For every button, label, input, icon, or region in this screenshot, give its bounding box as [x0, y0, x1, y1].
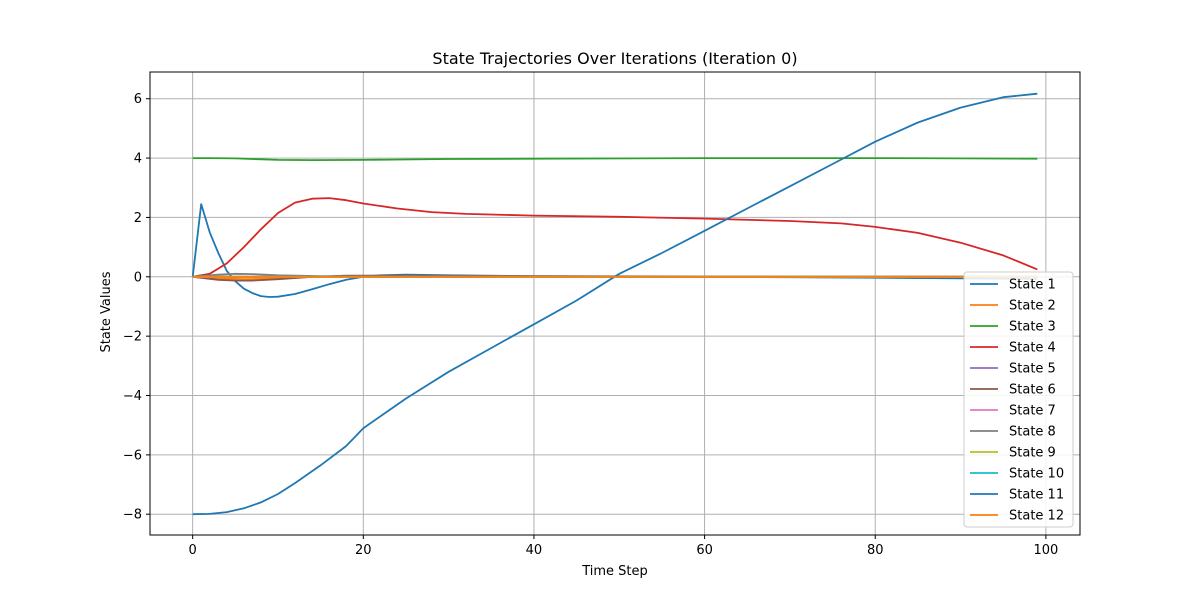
- chart-title: State Trajectories Over Iterations (Iter…: [432, 49, 797, 68]
- y-tick-label: 2: [134, 211, 142, 226]
- legend-label: State 7: [1009, 404, 1056, 419]
- y-tick-label: −4: [123, 389, 142, 404]
- legend-label: State 10: [1009, 467, 1064, 482]
- y-tick-label: 6: [134, 92, 142, 107]
- legend-box: [963, 271, 1074, 528]
- legend-label: State 9: [1009, 446, 1056, 461]
- y-tick-label: −6: [123, 448, 142, 463]
- x-tick-label: 80: [867, 543, 884, 558]
- axes-frame: [149, 71, 1081, 536]
- series-line-state-11: [192, 92, 1038, 516]
- plot-area: [191, 92, 1038, 516]
- x-tick-label: 20: [355, 543, 372, 558]
- y-tick-label: −2: [123, 330, 142, 345]
- axis-ticks: 0 20 40 60 80 100 −8 −6 −4 −2 0 2 4 6: [123, 92, 1058, 558]
- legend-label: State 2: [1009, 299, 1056, 314]
- series-line-state-4: [192, 197, 1038, 278]
- x-tick-label: 0: [189, 543, 197, 558]
- series-line-state-1: [191, 203, 1038, 298]
- legend-label: State 5: [1009, 362, 1056, 377]
- legend-label: State 11: [1009, 488, 1064, 503]
- y-tick-label: 4: [134, 152, 142, 167]
- y-axis-label: State Values: [99, 271, 114, 352]
- y-tick-label: −8: [123, 508, 142, 523]
- y-tick-label: 0: [134, 270, 142, 285]
- legend-label: State 8: [1009, 425, 1056, 440]
- x-axis-label: Time Step: [581, 564, 648, 579]
- x-tick-label: 60: [696, 543, 713, 558]
- legend-label: State 3: [1009, 320, 1056, 335]
- legend-label: State 6: [1009, 383, 1056, 398]
- legend: State 1 State 2 State 3 State 4 State 5 State…: [963, 271, 1074, 528]
- x-tick-label: 40: [526, 543, 543, 558]
- x-tick-label: 100: [1033, 543, 1058, 558]
- series-line-state-3: [192, 157, 1038, 161]
- grid-lines: [150, 72, 1080, 535]
- legend-label: State 12: [1009, 509, 1064, 524]
- legend-label: State 4: [1009, 341, 1056, 356]
- legend-label: State 1: [1009, 278, 1056, 293]
